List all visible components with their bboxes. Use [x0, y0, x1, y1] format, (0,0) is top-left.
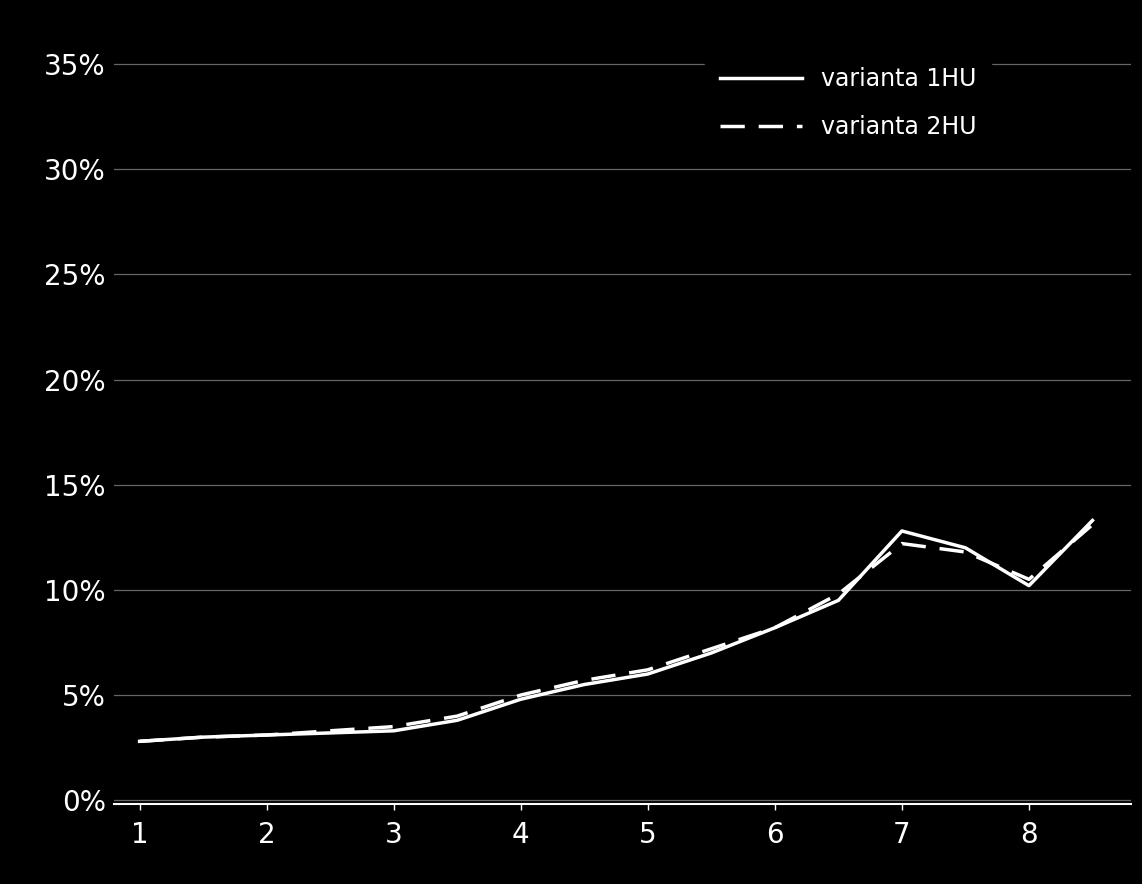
varianta 1HU: [196, 732, 210, 743]
varianta 1HU: [132, 736, 146, 747]
varianta 1HU: [450, 715, 464, 726]
varianta 1HU: [1022, 581, 1036, 591]
varianta 2HU: [132, 736, 146, 747]
varianta 1HU: [323, 728, 337, 738]
varianta 2HU: [387, 721, 401, 732]
varianta 1HU: [259, 729, 274, 740]
varianta 2HU: [641, 665, 654, 675]
varianta 2HU: [450, 711, 464, 721]
Line: varianta 1HU: varianta 1HU: [139, 521, 1093, 742]
varianta 1HU: [578, 679, 592, 690]
varianta 1HU: [958, 543, 972, 553]
varianta 2HU: [705, 644, 718, 654]
varianta 1HU: [895, 526, 909, 537]
varianta 2HU: [831, 589, 845, 599]
varianta 2HU: [259, 729, 274, 740]
varianta 2HU: [196, 732, 210, 743]
varianta 1HU: [705, 648, 718, 659]
varianta 2HU: [1022, 574, 1036, 584]
varianta 2HU: [767, 622, 781, 633]
varianta 2HU: [578, 675, 592, 686]
varianta 1HU: [767, 622, 781, 633]
varianta 2HU: [514, 690, 528, 700]
varianta 2HU: [895, 538, 909, 549]
varianta 1HU: [831, 595, 845, 606]
varianta 2HU: [958, 546, 972, 557]
varianta 1HU: [514, 694, 528, 705]
Legend: varianta 1HU, varianta 2HU: varianta 1HU, varianta 2HU: [706, 53, 991, 153]
Line: varianta 2HU: varianta 2HU: [139, 525, 1093, 742]
varianta 2HU: [1086, 520, 1100, 530]
varianta 2HU: [323, 726, 337, 736]
varianta 1HU: [641, 668, 654, 679]
varianta 1HU: [387, 726, 401, 736]
varianta 1HU: [1086, 515, 1100, 526]
